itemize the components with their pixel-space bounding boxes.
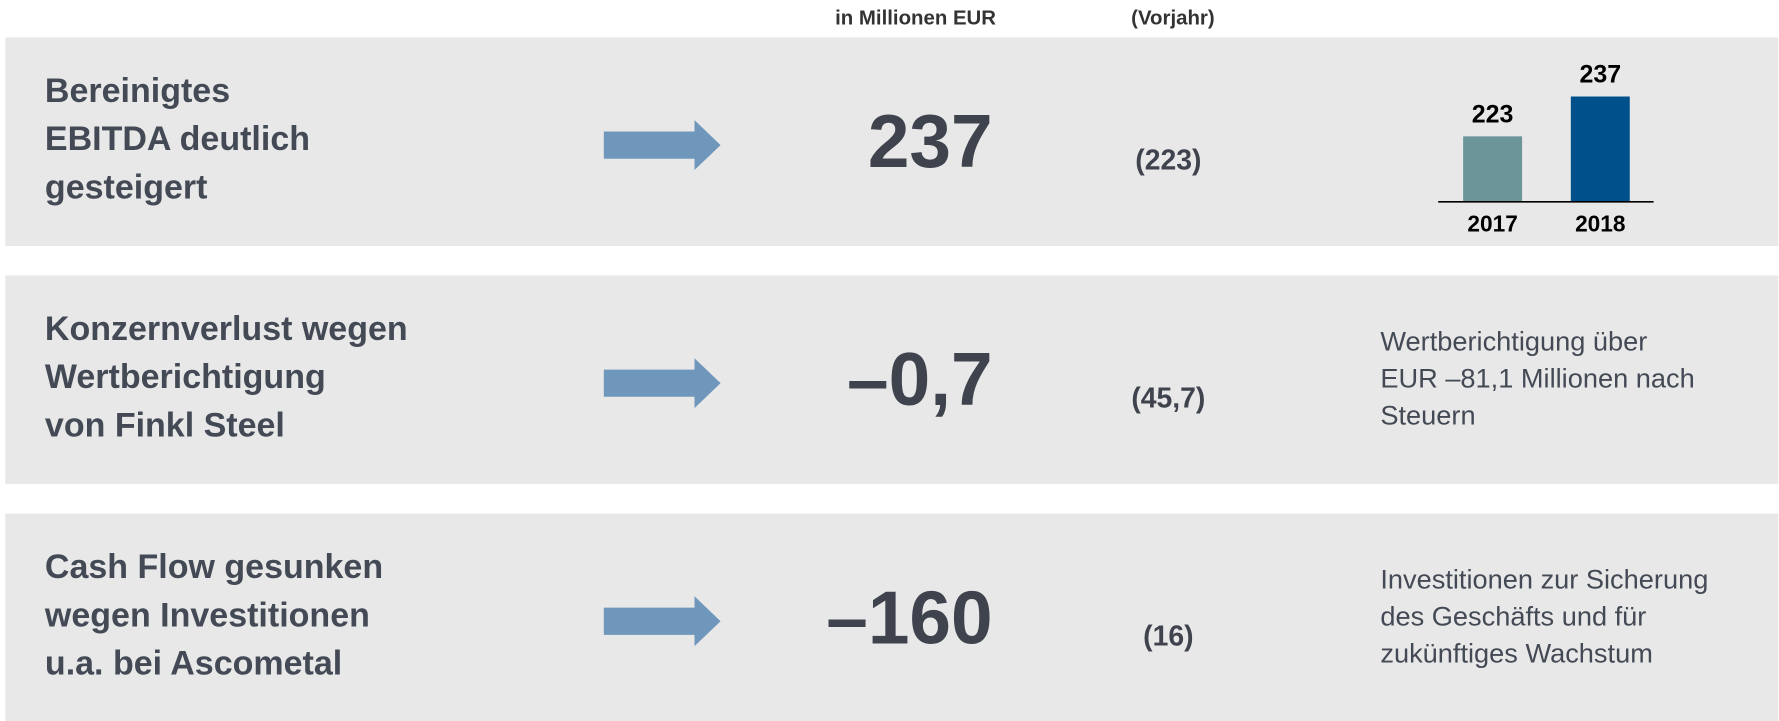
row-title: Cash Flow gesunken (45, 548, 383, 586)
bar (1463, 136, 1523, 202)
row-title: u.a. bei Ascometal (45, 644, 342, 682)
arrow (603, 596, 721, 647)
bar-value-label: 223 (1472, 101, 1514, 129)
note: Steuern (1380, 399, 1475, 430)
row-title: Bereinigtes (45, 72, 230, 110)
kpi-value: –160 (826, 575, 992, 659)
row-title: von Finkl Steel (45, 406, 285, 444)
kpi-value: 237 (868, 99, 993, 183)
prior-value: (16) (1143, 621, 1193, 653)
prior-value: (45,7) (1131, 383, 1205, 415)
row-title: wegen Investitionen (44, 596, 370, 634)
prior-label: (Vorjahr) (1131, 8, 1214, 30)
note: des Geschäfts und für (1380, 601, 1646, 632)
row-title: gesteigert (45, 168, 208, 206)
bar-value-label: 237 (1579, 61, 1621, 89)
bar (1570, 96, 1630, 202)
row-title: Konzernverlust wegen (45, 310, 408, 348)
note: Wertberichtigung über (1380, 326, 1647, 357)
prior-value: (223) (1135, 145, 1201, 177)
arrow (603, 120, 721, 171)
note: zukünftiges Wachstum (1380, 637, 1653, 668)
note: EUR –81,1 Millionen nach (1380, 363, 1694, 394)
category-label: 2017 (1467, 211, 1517, 237)
kpi-value: –0,7 (847, 337, 993, 421)
row-title: EBITDA deutlich (45, 120, 310, 158)
note: Investitionen zur Sicherung (1380, 564, 1708, 595)
row-panel (5, 513, 1779, 721)
row-title: Wertberichtigung (45, 358, 326, 396)
unit-label: in Millionen EUR (835, 8, 996, 30)
row-panel (5, 275, 1779, 485)
arrow (603, 358, 721, 409)
category-label: 2018 (1575, 211, 1625, 237)
